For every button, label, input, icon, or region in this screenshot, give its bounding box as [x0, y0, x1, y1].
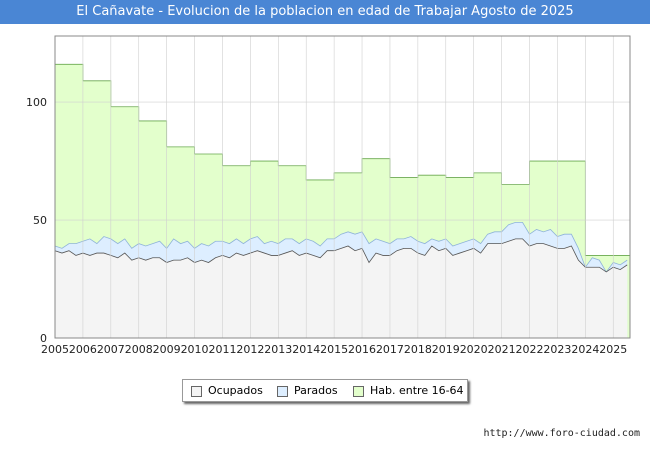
plot-border — [54, 35, 631, 339]
x-tick-label-2014: 2014 — [292, 343, 320, 356]
chart-title: El Cañavate - Evolucion de la poblacion … — [0, 0, 650, 24]
x-tick-label-2017: 2017 — [376, 343, 404, 356]
x-tick-label-2012: 2012 — [236, 343, 264, 356]
x-tick-label-2013: 2013 — [264, 343, 292, 356]
legend-swatch-hab — [353, 385, 364, 397]
legend-label-hab: Hab. entre 16-64 — [370, 384, 464, 397]
legend-label-parados: Parados — [294, 384, 338, 397]
legend-item-ocupados: Ocupados — [191, 384, 263, 397]
x-tick-label-2025: 2025 — [599, 343, 627, 356]
parados-line — [54, 221, 628, 273]
x-tick-label-2018: 2018 — [404, 343, 432, 356]
y-tick-label-0: 0 — [40, 332, 47, 345]
y-tick-label-100: 100 — [26, 96, 47, 109]
x-tick-label-2023: 2023 — [543, 343, 571, 356]
legend-swatch-parados — [277, 385, 288, 397]
x-tick-label-2011: 2011 — [208, 343, 236, 356]
x-tick-label-2022: 2022 — [516, 343, 544, 356]
x-tick-label-2005: 2005 — [41, 343, 69, 356]
x-tick-label-2006: 2006 — [69, 343, 97, 356]
x-tick-label-2019: 2019 — [432, 343, 460, 356]
x-tick-label-2015: 2015 — [320, 343, 348, 356]
x-tick-label-2020: 2020 — [460, 343, 488, 356]
x-tick-label-2009: 2009 — [153, 343, 181, 356]
ocupados-line — [54, 238, 628, 273]
x-tick-label-2021: 2021 — [488, 343, 516, 356]
x-tick-label-2010: 2010 — [181, 343, 209, 356]
legend: Ocupados Parados Hab. entre 16-64 — [182, 379, 468, 402]
ocupados-area — [55, 238, 628, 338]
legend-label-ocupados: Ocupados — [208, 384, 263, 397]
footer-url[interactable]: http://www.foro-ciudad.com — [483, 428, 640, 439]
legend-swatch-ocupados — [191, 385, 202, 397]
legend-item-hab: Hab. entre 16-64 — [353, 384, 464, 397]
x-tick-label-2024: 2024 — [571, 343, 599, 356]
y-tick-label-50: 50 — [33, 214, 47, 227]
x-tick-label-2008: 2008 — [125, 343, 153, 356]
x-tick-label-2007: 2007 — [97, 343, 125, 356]
legend-item-parados: Parados — [277, 384, 338, 397]
x-tick-label-2016: 2016 — [348, 343, 376, 356]
